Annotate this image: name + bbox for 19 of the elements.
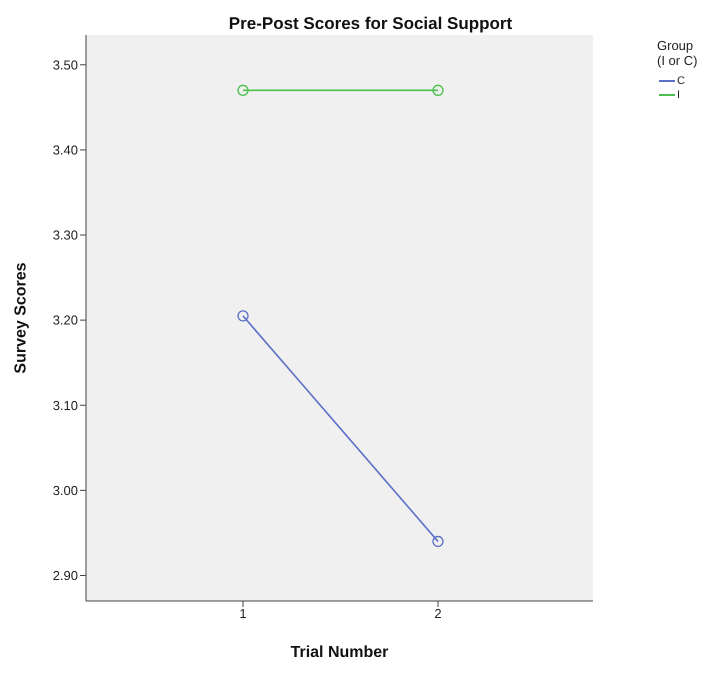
legend-label: C [677, 74, 685, 88]
y-tick-label: 3.10 [52, 398, 78, 413]
y-tick-label: 3.30 [52, 228, 78, 243]
x-axis-title: Trial Number [290, 644, 388, 661]
point [432, 84, 444, 96]
legend-label: I [677, 88, 680, 102]
point [237, 310, 249, 322]
y-tick-label: 3.20 [52, 312, 78, 328]
y-axis-title: Survey Scores [12, 262, 30, 374]
y-tick-label: 2.90 [52, 568, 78, 584]
x-tick-label: 1 [239, 606, 247, 622]
point [432, 536, 444, 548]
chart-title: Pre-Post Scores for Social Support [228, 14, 514, 34]
legend-title: Group (I or C) [657, 38, 698, 68]
y-tick-label: 3.40 [52, 142, 78, 158]
y-tick-label: 3.50 [52, 57, 78, 72]
point [237, 84, 249, 96]
y-tick-label: 3.00 [52, 482, 78, 498]
x-tick-label: 2 [434, 606, 442, 622]
